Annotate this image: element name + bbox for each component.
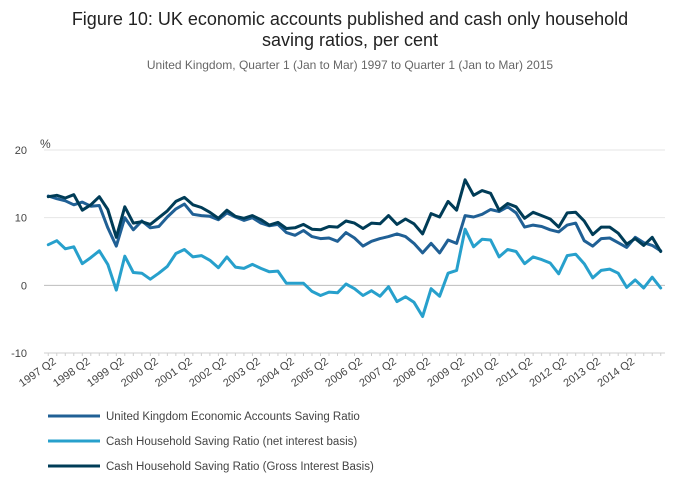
- x-tick-label: 2014 Q2: [595, 356, 636, 390]
- series-line-3: [46, 178, 663, 253]
- y-tick-label: 10: [15, 213, 27, 225]
- legend: United Kingdom Economic Accounts Saving …: [48, 411, 374, 473]
- y-tick-label: 0: [21, 280, 27, 292]
- y-axis-unit-label: %: [40, 137, 51, 151]
- x-tick-label: 2007 Q2: [357, 356, 398, 390]
- series-line-2: [46, 227, 663, 318]
- x-tick-label: 2000 Q2: [119, 356, 160, 390]
- x-tick-label: 2010 Q2: [459, 356, 500, 390]
- x-tick-label: 2006 Q2: [323, 356, 364, 390]
- x-tick-label: 2003 Q2: [221, 356, 262, 390]
- legend-label: Cash Household Saving Ratio (Gross Inter…: [106, 461, 374, 473]
- x-tick-label: 2012 Q2: [527, 356, 568, 390]
- legend-label: United Kingdom Economic Accounts Saving …: [106, 411, 360, 423]
- x-tick-label: 2013 Q2: [561, 356, 602, 390]
- chart-subtitle: United Kingdom, Quarter 1 (Jan to Mar) 1…: [147, 58, 554, 72]
- x-tick-label: 2009 Q2: [425, 356, 466, 390]
- series-line-1: [46, 194, 663, 255]
- x-tick-label: 1998 Q2: [51, 356, 92, 390]
- x-tick-label: 1999 Q2: [85, 356, 126, 390]
- x-tick-label: 2011 Q2: [494, 356, 535, 390]
- x-tick-label: 2001 Q2: [153, 356, 194, 390]
- chart-title-line-1: Figure 10: UK economic accounts publishe…: [72, 9, 628, 29]
- x-tick-label: 2002 Q2: [187, 356, 228, 390]
- x-tick-label: 2005 Q2: [289, 356, 330, 390]
- y-tick-label: 20: [15, 145, 27, 157]
- x-tick-label: 1997 Q2: [17, 356, 58, 390]
- y-tick-label: -10: [11, 348, 27, 360]
- chart-title-line-2: saving ratios, per cent: [262, 30, 438, 50]
- x-tick-label: 2008 Q2: [391, 356, 432, 390]
- x-tick-label: 2004 Q2: [255, 356, 296, 390]
- legend-label: Cash Household Saving Ratio (net interes…: [106, 436, 357, 448]
